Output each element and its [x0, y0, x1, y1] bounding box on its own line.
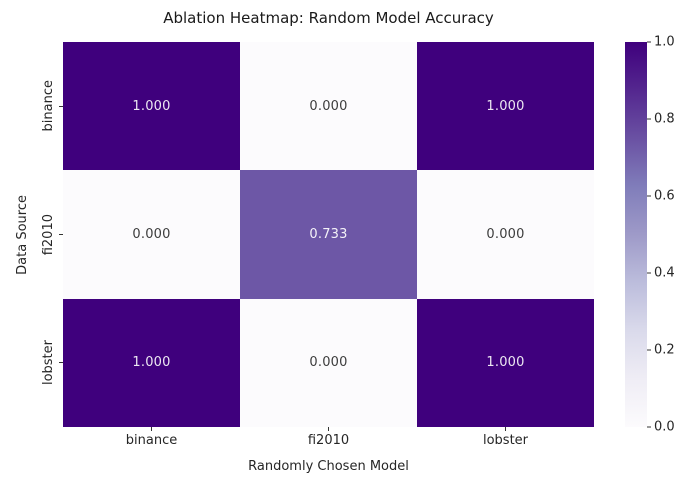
cell-value: 0.000 — [309, 355, 348, 371]
heatmap-cell: 1.000 — [417, 298, 594, 427]
y-axis-label: Data Source — [14, 42, 30, 427]
colorbar-tick-label: 1.0 — [654, 34, 675, 50]
y-ticks: binance fi2010 lobster — [30, 42, 63, 427]
colorbar-ticks: 1.0 0.8 0.6 0.4 0.2 0.0 — [647, 35, 692, 435]
y-tick-label: lobster — [41, 340, 56, 386]
y-tick-mark — [59, 362, 63, 364]
cell-value: 0.000 — [309, 98, 348, 114]
colorbar-tick-label: 0.2 — [654, 342, 675, 358]
colorbar-tick: 0.8 — [647, 112, 675, 127]
colorbar-tick-mark — [647, 426, 651, 428]
cell-value: 0.733 — [309, 226, 348, 242]
y-tick-mark — [59, 105, 63, 107]
chart-title: Ablation Heatmap: Random Model Accuracy — [163, 9, 494, 27]
cell-value: 1.000 — [132, 355, 171, 371]
heatmap-cell: 0.000 — [240, 298, 417, 427]
heatmap-cell: 1.000 — [417, 42, 594, 171]
colorbar-tick: 1.0 — [647, 35, 675, 50]
colorbar-tick-label: 0.8 — [654, 111, 675, 127]
x-tick-mark — [327, 427, 330, 431]
x-ticks: binance fi2010 lobster — [63, 427, 594, 453]
y-tick: lobster — [30, 299, 63, 427]
colorbar-tick-label: 0.6 — [654, 188, 675, 204]
x-axis-label: Randomly Chosen Model — [248, 459, 409, 474]
cell-value: 0.000 — [132, 226, 171, 242]
heatmap-grid: 1.000 0.000 1.000 0.000 0.733 0.000 1.000 0.000… — [63, 42, 594, 427]
y-tick: fi2010 — [30, 170, 63, 298]
colorbar-tick-label: 0.4 — [654, 265, 675, 281]
heatmap-cell: 0.000 — [63, 170, 240, 299]
x-tick-mark — [150, 427, 153, 431]
x-tick: binance — [63, 427, 240, 453]
cell-value: 1.000 — [486, 98, 525, 114]
heatmap-cell: 1.000 — [63, 298, 240, 427]
x-tick-label: fi2010 — [307, 433, 350, 448]
heatmap-cell: 0.000 — [240, 42, 417, 171]
colorbar-tick: 0.6 — [647, 189, 675, 204]
y-tick-mark — [59, 233, 63, 236]
colorbar-tick-mark — [647, 195, 651, 197]
cell-value: 1.000 — [486, 355, 525, 371]
heatmap-cell: 0.733 — [240, 170, 417, 299]
y-tick-label: fi2010 — [41, 213, 56, 256]
x-tick-label: binance — [125, 433, 178, 448]
colorbar — [625, 42, 647, 427]
colorbar-tick-label: 0.0 — [654, 419, 675, 435]
x-tick-label: lobster — [482, 433, 529, 448]
cell-value: 1.000 — [132, 98, 171, 114]
y-tick-label: binance — [41, 80, 56, 132]
heatmap-cell: 0.000 — [417, 170, 594, 299]
colorbar-tick: 0.0 — [647, 420, 675, 435]
colorbar-tick-mark — [647, 41, 651, 43]
y-tick: binance — [30, 42, 63, 170]
y-axis-label-text: Data Source — [14, 194, 30, 275]
cell-value: 0.000 — [486, 226, 525, 242]
colorbar-tick: 0.2 — [647, 343, 675, 358]
colorbar-tick-mark — [647, 349, 651, 351]
colorbar-tick: 0.4 — [647, 266, 675, 281]
colorbar-tick-mark — [647, 272, 651, 274]
colorbar-tick-mark — [647, 118, 651, 120]
x-tick-mark — [504, 427, 507, 431]
heatmap-cell: 1.000 — [63, 42, 240, 171]
x-tick: lobster — [417, 427, 594, 453]
x-tick: fi2010 — [240, 427, 417, 453]
